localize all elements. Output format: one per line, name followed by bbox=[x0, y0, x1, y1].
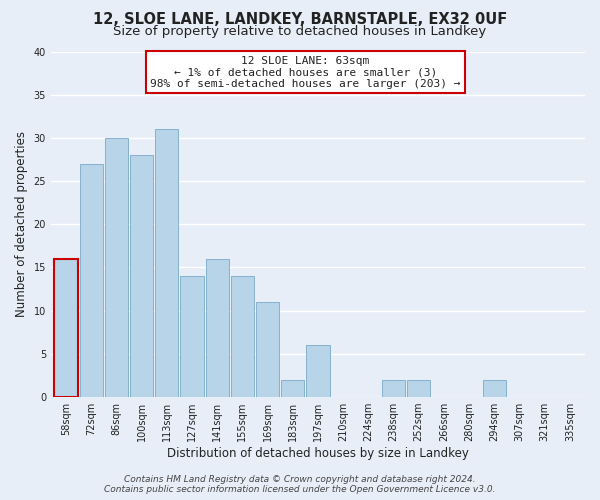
Text: 12 SLOE LANE: 63sqm
← 1% of detached houses are smaller (3)
98% of semi-detached: 12 SLOE LANE: 63sqm ← 1% of detached hou… bbox=[150, 56, 461, 89]
Text: Size of property relative to detached houses in Landkey: Size of property relative to detached ho… bbox=[113, 25, 487, 38]
Text: 12, SLOE LANE, LANDKEY, BARNSTAPLE, EX32 0UF: 12, SLOE LANE, LANDKEY, BARNSTAPLE, EX32… bbox=[93, 12, 507, 28]
Bar bbox=[130, 155, 153, 397]
Bar bbox=[307, 345, 329, 397]
Bar bbox=[407, 380, 430, 397]
Bar bbox=[281, 380, 304, 397]
Text: Contains HM Land Registry data © Crown copyright and database right 2024.
Contai: Contains HM Land Registry data © Crown c… bbox=[104, 474, 496, 494]
Bar bbox=[483, 380, 506, 397]
Bar bbox=[80, 164, 103, 397]
Bar bbox=[231, 276, 254, 397]
Bar bbox=[382, 380, 405, 397]
Bar bbox=[181, 276, 203, 397]
Bar bbox=[55, 259, 77, 397]
X-axis label: Distribution of detached houses by size in Landkey: Distribution of detached houses by size … bbox=[167, 447, 469, 460]
Bar bbox=[155, 130, 178, 397]
Y-axis label: Number of detached properties: Number of detached properties bbox=[15, 132, 28, 318]
Bar bbox=[105, 138, 128, 397]
Bar bbox=[256, 302, 279, 397]
Bar bbox=[206, 259, 229, 397]
